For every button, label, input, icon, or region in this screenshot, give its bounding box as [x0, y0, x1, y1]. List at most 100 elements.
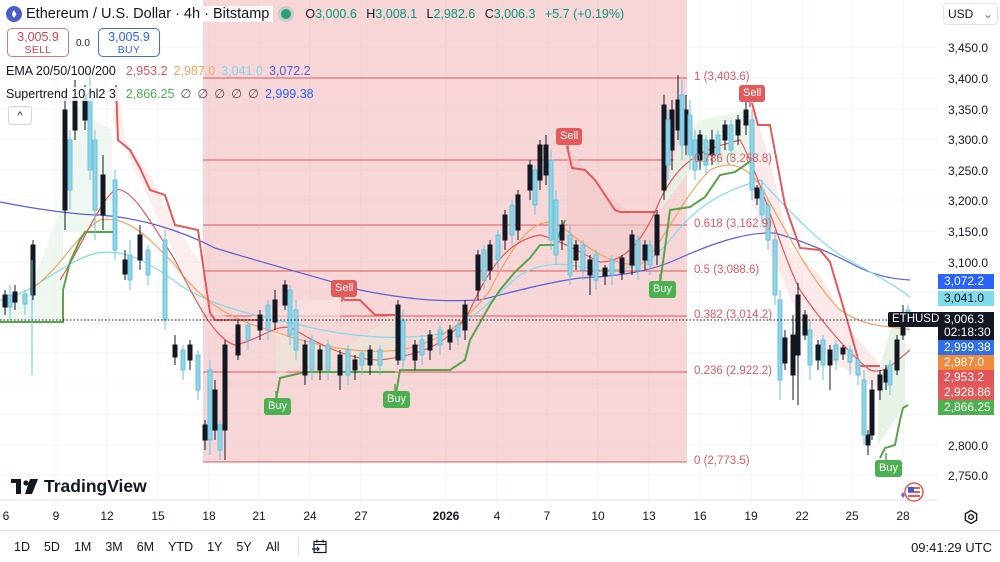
- price-tick: 3,200.0: [948, 194, 989, 208]
- range-1d-button[interactable]: 1D: [14, 539, 30, 554]
- price-tick: 3,400.0: [948, 72, 989, 86]
- change-value: +5.7 (+0.19%): [544, 7, 625, 21]
- chart-settings-icon[interactable]: [963, 509, 979, 525]
- ema-200-value: 3,072.2: [268, 64, 311, 78]
- ema-20-value: 2,953.2: [125, 64, 168, 78]
- time-tick: 13: [642, 509, 656, 523]
- supertrend-up-value: 2,866.25: [125, 86, 175, 101]
- time-tick: 12: [100, 509, 114, 523]
- empty-value-icon: ∅: [214, 87, 226, 101]
- last-price: 3,006.3: [944, 312, 985, 326]
- supertrend-down-value: 2,999.38: [264, 86, 314, 101]
- range-1m-button[interactable]: 1M: [73, 539, 92, 554]
- ema-20-price-tag: 2,953.2: [938, 370, 994, 385]
- time-tick: 18: [202, 509, 216, 523]
- time-tick: 27: [354, 509, 368, 523]
- range-ytd-button[interactable]: YTD: [168, 539, 194, 554]
- time-tick: 15: [151, 509, 165, 523]
- time-tick: 7: [543, 509, 551, 523]
- close-label: C: [484, 7, 494, 21]
- chevron-down-icon: ⌄: [982, 7, 993, 21]
- time-tick: 19: [744, 509, 758, 523]
- high-label: H: [366, 7, 376, 21]
- buy-label: BUY: [117, 44, 141, 56]
- low-value: 2,982.6: [433, 7, 476, 21]
- symbol-tag: ETHUSD: [888, 312, 939, 327]
- empty-value-icon: ∅: [180, 87, 192, 101]
- utc-clock[interactable]: 09:41:29 UTC: [911, 540, 992, 555]
- price-tick: 2,750.0: [948, 469, 989, 483]
- buy-signal: Buy: [383, 391, 410, 408]
- open-value: 3,000.6: [315, 7, 357, 21]
- empty-value-icon: ∅: [231, 87, 243, 101]
- range-5y-button[interactable]: 5Y: [236, 539, 252, 554]
- ethereum-logo-icon: [6, 6, 22, 22]
- go-to-date-icon[interactable]: [311, 538, 329, 556]
- fib-level-label: 0.618 (3,162.9): [694, 218, 773, 230]
- range-1y-button[interactable]: 1Y: [207, 539, 223, 554]
- time-tick: 25: [845, 509, 859, 523]
- currency-value: USD: [948, 7, 974, 21]
- supertrend-down-price-tag: 2,999.38: [938, 340, 994, 355]
- tradingview-wordmark: TradingView: [44, 476, 147, 496]
- time-tick-year: 2026: [432, 509, 460, 523]
- price-tick: 3,300.0: [948, 133, 989, 147]
- supertrend-up-price-tag: 2,866.25: [938, 400, 994, 415]
- range-all-button[interactable]: All: [265, 539, 280, 554]
- bottom-toolbar: 1D 5D 1M 3M 6M YTD 1Y 5Y All 09:41:29 UT…: [0, 530, 1000, 562]
- ohlc-values: O3,000.6 H3,008.1 L2,982.6 C3,006.3 +5.7…: [299, 7, 624, 21]
- supertrend-lines: [0, 84, 909, 459]
- fib-level-label: 0.5 (3,088.6): [694, 264, 760, 276]
- symbol-legend[interactable]: Ethereum / U.S. Dollar · 4h · Bitstamp O…: [6, 4, 624, 24]
- ema-200-price-tag: 3,072.2: [938, 274, 994, 289]
- empty-value-icon: ∅: [197, 87, 209, 101]
- buy-signal: Buy: [875, 460, 902, 477]
- supertrend-legend[interactable]: Supertrend 10 hl2 3 2,866.25 ∅ ∅ ∅ ∅ ∅ 2…: [6, 86, 314, 101]
- range-6m-button[interactable]: 6M: [136, 539, 155, 554]
- time-tick: 22: [795, 509, 809, 523]
- low-label: L: [426, 7, 434, 21]
- toolbar-divider: [297, 536, 299, 557]
- ema-50-price-tag: 2,987.0: [938, 355, 994, 370]
- sell-price: 3,005.9: [17, 30, 59, 44]
- price-tick: 3,150.0: [948, 225, 989, 239]
- signal-pointers: [275, 101, 887, 460]
- time-tick: 10: [591, 509, 605, 523]
- price-tick: 2,800.0: [948, 439, 989, 453]
- buy-button[interactable]: 3,005.9 BUY: [98, 28, 160, 57]
- range-3m-button[interactable]: 3M: [105, 539, 123, 554]
- fib-level-label: 1 (3,403.6): [694, 71, 750, 83]
- close-value: 3,006.3: [493, 7, 536, 21]
- price-tick: 3,350.0: [948, 103, 989, 117]
- sell-label: SELL: [24, 44, 52, 56]
- market-status-icon[interactable]: [281, 9, 292, 19]
- spread-value: 0.0: [76, 38, 90, 49]
- time-tick: 21: [252, 509, 266, 523]
- price-chart-canvas[interactable]: [0, 0, 1000, 530]
- range-5d-button[interactable]: 5D: [43, 539, 60, 554]
- buy-signal: Buy: [649, 281, 676, 298]
- symbol-title[interactable]: Ethereum / U.S. Dollar · 4h · Bitstamp: [26, 6, 274, 22]
- ema-100-value: 3,041.0: [221, 64, 263, 78]
- currency-select[interactable]: USD ⌄: [943, 3, 998, 25]
- supertrend-name[interactable]: Supertrend 10 hl2 3: [6, 86, 120, 101]
- price-tick: 3,100.0: [948, 256, 989, 270]
- fib-level-label: 0.382 (3,014.2): [694, 309, 773, 321]
- ema-legend[interactable]: EMA 20/50/100/200 2,953.2 2,987.0 3,041.…: [6, 64, 311, 78]
- collapse-legend-button[interactable]: ^: [8, 106, 32, 125]
- market-flag-icon[interactable]: [896, 481, 926, 503]
- time-tick: 24: [303, 509, 317, 523]
- ema-name[interactable]: EMA 20/50/100/200: [6, 64, 120, 78]
- candlesticks: [2, 75, 911, 460]
- time-tick: 9: [52, 509, 60, 523]
- time-tick: 6: [2, 509, 10, 523]
- price-axis[interactable]: [938, 0, 1000, 500]
- sell-button[interactable]: 3,005.9 SELL: [7, 28, 69, 57]
- chevron-up-icon: ^: [17, 110, 23, 122]
- time-tick: 4: [493, 509, 501, 523]
- fib-level-label: 0.786 (3,268.8): [694, 153, 773, 165]
- tradingview-logo[interactable]: TradingView: [11, 476, 147, 497]
- ema-100-price-tag: 3,041.0: [938, 291, 994, 306]
- fib-level-label: 0.236 (2,922.2): [694, 365, 773, 377]
